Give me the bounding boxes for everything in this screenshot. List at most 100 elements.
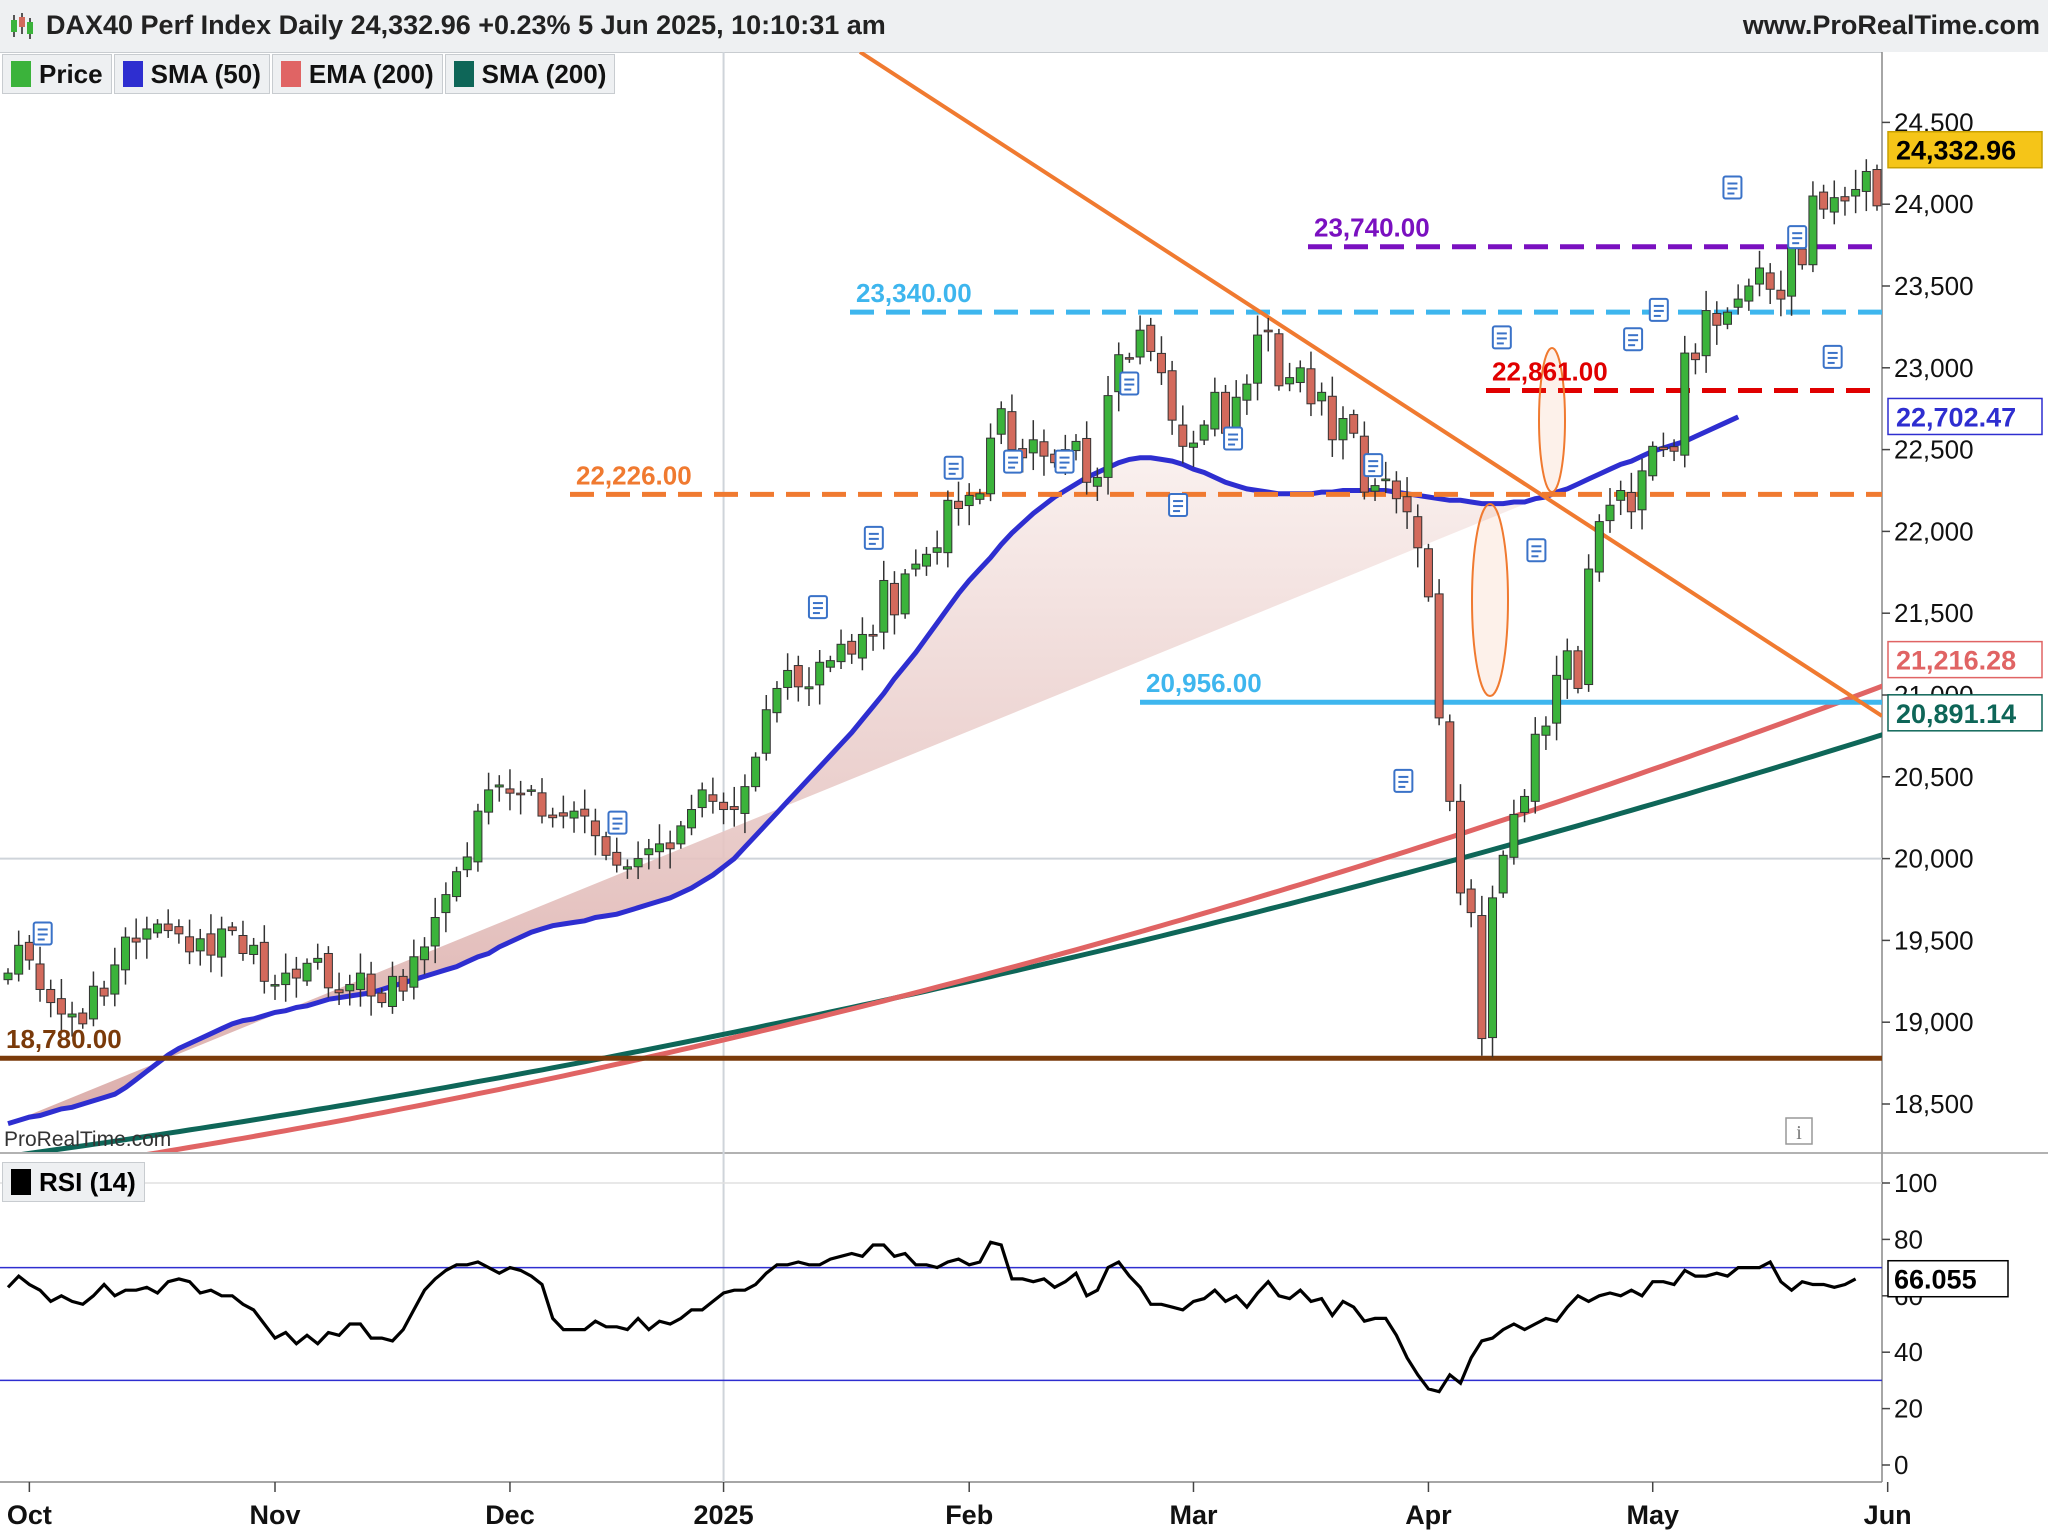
price-marker-label-2: 21,216.28	[1896, 646, 2016, 676]
candle-body	[120, 936, 130, 971]
candle	[1146, 317, 1156, 362]
candle	[1028, 420, 1038, 471]
legend-label-sma200: SMA (200)	[481, 58, 607, 89]
candle	[1637, 458, 1647, 530]
price-tick-label: 23,000	[1894, 353, 1974, 383]
candle	[420, 937, 430, 975]
price-tick-label: 19,000	[1894, 1007, 1974, 1037]
candle	[996, 401, 1006, 445]
candle-body	[1370, 485, 1380, 492]
candle-body	[1776, 289, 1786, 300]
price-tick-label: 19,500	[1894, 925, 1974, 955]
candle-body	[889, 582, 899, 616]
candle-body	[676, 825, 686, 845]
candle-body	[1594, 521, 1604, 573]
candle-body	[1541, 725, 1551, 736]
candle	[430, 897, 440, 964]
candle-body	[473, 810, 483, 863]
rsi-panel-label[interactable]: RSI (14)	[2, 1162, 145, 1202]
candle-body	[1573, 650, 1583, 689]
candle	[323, 946, 333, 998]
candle	[1520, 789, 1530, 823]
candle-body	[484, 789, 494, 813]
candle-body	[1146, 324, 1156, 352]
candle-body	[1466, 888, 1476, 914]
candle-body	[697, 789, 707, 809]
note-icon	[943, 455, 964, 480]
candle-body	[1626, 491, 1636, 513]
legend-item-sma50[interactable]: SMA (50)	[113, 54, 270, 94]
candle-body	[1007, 411, 1017, 451]
candle-body	[1808, 195, 1818, 266]
candle-body	[142, 928, 152, 940]
candle	[78, 1008, 88, 1029]
candle	[1594, 514, 1604, 582]
candle-body	[857, 633, 867, 659]
candle-body	[1381, 478, 1391, 482]
level-label-4: 20,956.00	[1146, 668, 1262, 698]
candle	[1349, 409, 1359, 439]
candle-body	[1188, 442, 1198, 448]
candle	[526, 784, 536, 796]
price-tick-label: 18,500	[1894, 1089, 1974, 1119]
candle	[516, 780, 526, 815]
candle-body	[1680, 352, 1690, 456]
candle	[1616, 480, 1626, 516]
candle	[676, 820, 686, 849]
candle-body	[783, 669, 793, 688]
candle	[1338, 406, 1348, 460]
candle-body	[964, 494, 974, 507]
candle	[35, 946, 45, 1002]
rsi-line	[6, 1240, 1857, 1394]
legend-item-sma200[interactable]: SMA (200)	[444, 54, 616, 94]
candle-body	[452, 871, 462, 898]
candle	[249, 937, 259, 965]
candle-body	[323, 952, 333, 989]
sma50-line	[7, 414, 1740, 1126]
candle	[131, 918, 141, 960]
candle-body	[1178, 424, 1188, 447]
candle	[740, 774, 750, 834]
candle-body	[185, 936, 195, 953]
highlight-ellipse	[1471, 503, 1509, 697]
candle	[569, 801, 579, 833]
candle	[879, 560, 889, 650]
candle	[462, 842, 472, 878]
candle	[729, 786, 739, 827]
candle	[1680, 335, 1690, 468]
candle-body	[879, 579, 889, 633]
candle-body	[1765, 272, 1775, 290]
candle-body	[1669, 446, 1679, 452]
candle-body	[270, 984, 280, 987]
candle	[1188, 430, 1198, 467]
candle	[1466, 879, 1476, 928]
price-tick-label: 20,500	[1894, 762, 1974, 792]
candle	[1712, 301, 1722, 345]
candle	[1135, 315, 1145, 365]
legend-item-ema200[interactable]: EMA (200)	[271, 54, 443, 94]
candle-body	[302, 962, 312, 982]
candle-body	[1082, 437, 1092, 483]
candle	[804, 667, 814, 706]
candle-body	[99, 987, 109, 997]
candle-body	[88, 985, 98, 1020]
candle	[1242, 374, 1252, 415]
candle	[1861, 159, 1871, 212]
legend-label-sma50: SMA (50)	[150, 58, 261, 89]
candle-body	[195, 938, 205, 952]
note-icon	[1168, 493, 1189, 518]
candle	[911, 549, 921, 577]
legend-swatch-sma200	[453, 61, 474, 87]
candle-body	[505, 788, 515, 794]
note-icon	[1491, 325, 1512, 350]
candle	[1584, 554, 1594, 692]
info-icon-box	[1785, 1117, 1813, 1145]
source-url-link[interactable]: www.ProRealTime.com	[1742, 10, 2040, 40]
rsi-marker-box	[1887, 1259, 2009, 1298]
candle-body	[1156, 352, 1166, 374]
candle-body	[1488, 897, 1498, 1039]
candle-body	[1819, 191, 1829, 210]
candle	[366, 961, 376, 1016]
legend-item-price[interactable]: Price	[2, 54, 112, 94]
